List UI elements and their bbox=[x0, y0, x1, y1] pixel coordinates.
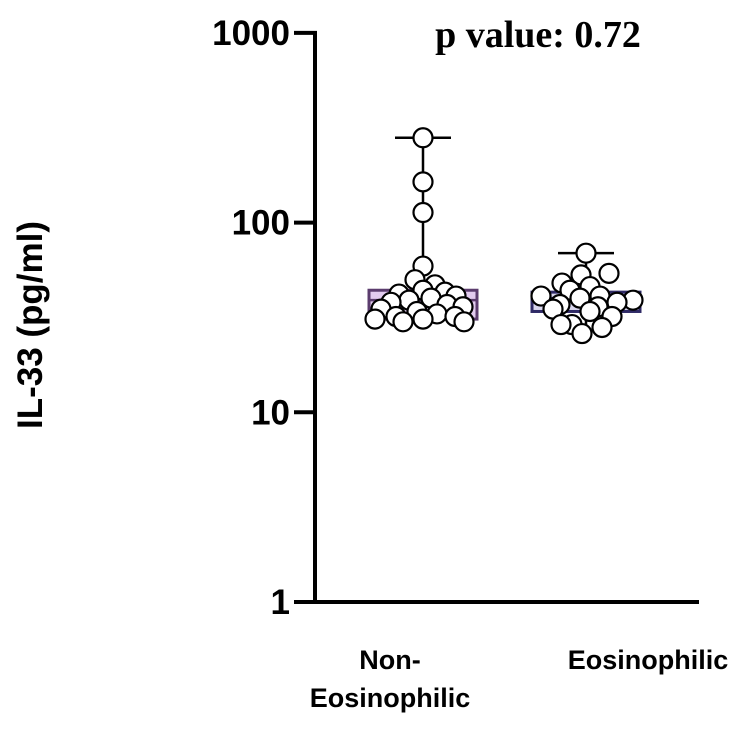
data-point bbox=[575, 242, 597, 264]
points-non-eosinophilic bbox=[364, 127, 475, 333]
p-value-annotation: p value: 0.72 bbox=[435, 14, 641, 56]
data-points bbox=[364, 127, 644, 345]
data-point bbox=[591, 316, 613, 339]
x-category-label: Non- bbox=[359, 645, 420, 675]
y-tick-label: 1 bbox=[271, 583, 290, 622]
data-point bbox=[412, 127, 434, 149]
y-axis-label: IL-33 (pg/ml) bbox=[11, 221, 50, 429]
data-point bbox=[598, 262, 620, 284]
data-point bbox=[364, 308, 386, 330]
y-tick-label: 10 bbox=[251, 393, 290, 432]
y-ticks: 1 10 100 1000 bbox=[212, 14, 317, 622]
data-point bbox=[412, 308, 434, 330]
data-point bbox=[579, 300, 601, 323]
data-point bbox=[412, 201, 434, 224]
data-point bbox=[453, 311, 475, 333]
points-eosinophilic bbox=[530, 242, 644, 345]
data-point bbox=[392, 311, 414, 333]
x-category-label: Eosinophilic bbox=[568, 645, 729, 675]
data-point bbox=[412, 171, 434, 193]
axes bbox=[313, 31, 699, 604]
y-tick-label: 100 bbox=[232, 204, 290, 243]
data-point bbox=[550, 313, 572, 336]
data-point bbox=[530, 285, 552, 307]
x-category-label: Eosinophilic bbox=[310, 683, 471, 713]
x-category-labels: Non- Eosinophilic Eosinophilic bbox=[310, 645, 729, 713]
y-tick-label: 1000 bbox=[212, 14, 290, 53]
data-point bbox=[571, 322, 593, 345]
